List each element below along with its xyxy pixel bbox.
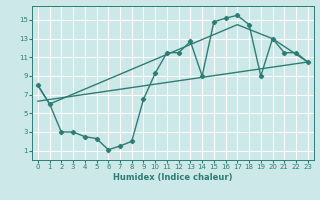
X-axis label: Humidex (Indice chaleur): Humidex (Indice chaleur) (113, 173, 233, 182)
